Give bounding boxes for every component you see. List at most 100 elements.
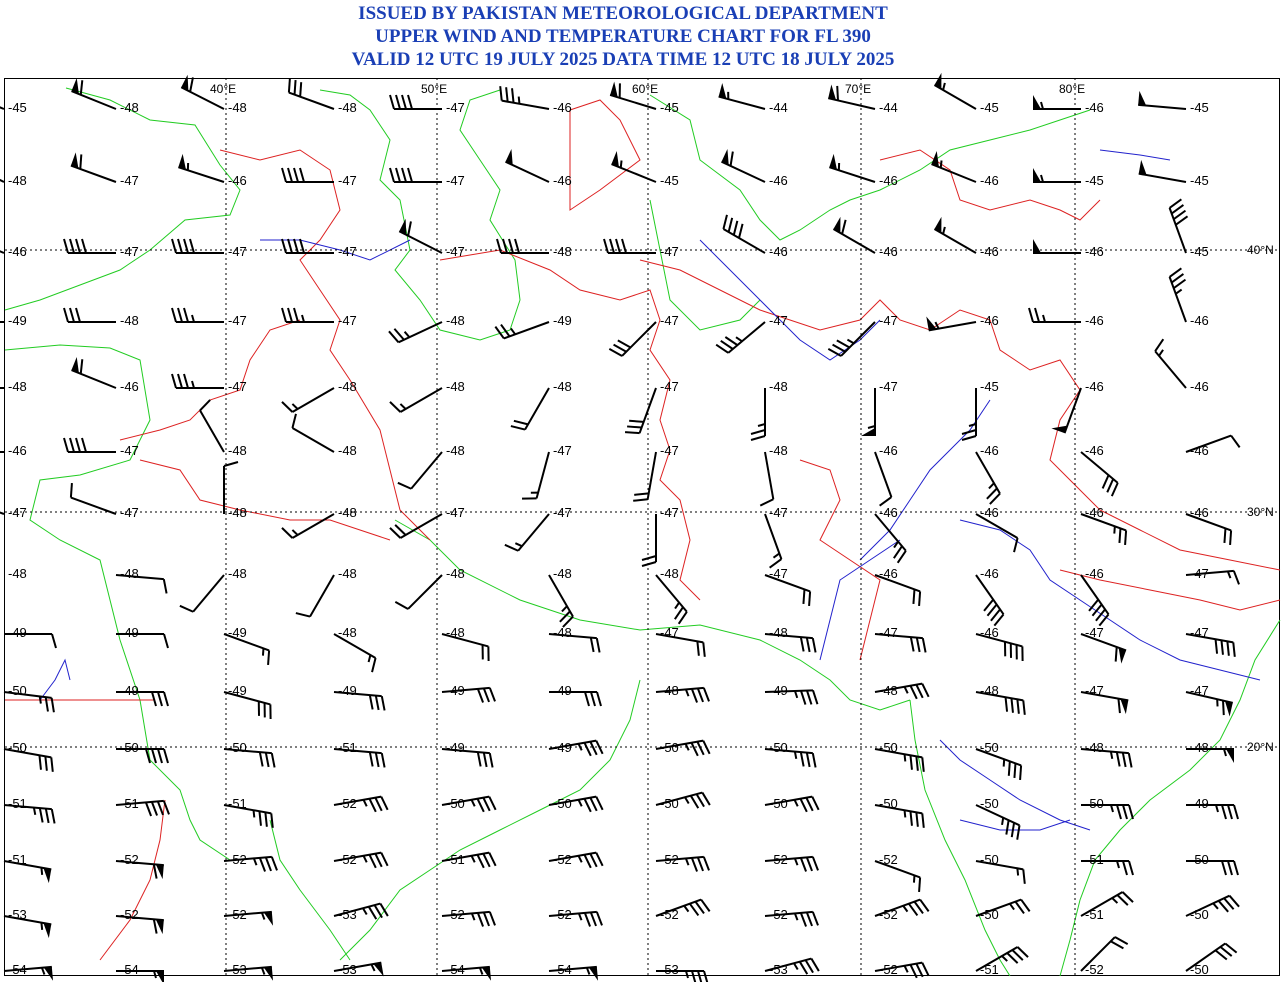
barb-full: [199, 399, 211, 412]
barb-full: [1006, 952, 1019, 964]
station-plot: -48: [180, 74, 247, 115]
border: [799, 459, 881, 661]
temperature-label: -48: [338, 566, 357, 581]
barb-half: [903, 686, 909, 694]
station-plot: -54: [3, 962, 54, 981]
barb-staff: [874, 860, 921, 879]
barb-half: [1109, 751, 1114, 759]
station-plot: -52: [655, 898, 711, 922]
barb-full: [374, 853, 383, 868]
barb-full: [389, 167, 395, 183]
station-plot: -53: [333, 961, 384, 977]
station-plot: -48: [179, 566, 247, 613]
barb-full: [1220, 640, 1224, 655]
station-plot: -46: [1168, 267, 1209, 328]
barb-pennant: [1138, 90, 1147, 106]
barb-full: [150, 801, 159, 816]
barb-full: [281, 167, 287, 183]
barb-staff: [333, 851, 382, 862]
station-plot: -46: [874, 566, 922, 607]
barb-half: [684, 796, 690, 804]
barb-full: [689, 795, 700, 809]
barb-half: [470, 799, 476, 807]
station-plot: -49: [333, 683, 386, 711]
station-plot: -50: [764, 795, 820, 813]
barb-staff: [764, 795, 813, 806]
temperature-label: -47: [120, 505, 139, 520]
barb-full: [380, 852, 389, 867]
barb-full: [50, 808, 56, 824]
barb-full: [702, 642, 706, 657]
barb-full: [1088, 598, 1099, 612]
barb-pennant: [263, 911, 274, 926]
barb-staff: [874, 513, 907, 552]
barb-staff: [192, 574, 225, 613]
barb-full: [163, 748, 169, 764]
station-plot: -52: [441, 907, 496, 927]
station-plot: -51: [3, 852, 52, 884]
river: [959, 519, 1261, 681]
station-plot: -48: [750, 379, 788, 441]
temperature-label: -45: [980, 100, 999, 115]
barb-full: [921, 813, 925, 828]
temperature-label: -50: [1190, 907, 1209, 922]
barb-full: [1221, 860, 1227, 876]
barb-full: [374, 695, 380, 711]
barb-half: [517, 96, 521, 104]
barb-pennant: [861, 428, 875, 436]
barb-full: [1016, 699, 1020, 714]
barb-full: [264, 752, 270, 768]
barb-full: [583, 854, 592, 869]
barb-full: [562, 615, 574, 628]
barb-full: [727, 217, 734, 233]
barb-full: [293, 307, 299, 323]
station-plot: -46: [1033, 95, 1104, 115]
barb-full: [811, 752, 817, 768]
barb-full: [407, 167, 413, 183]
station-plot: -46: [1080, 443, 1119, 497]
barb-staff: [874, 633, 923, 640]
station-plot: -52: [223, 907, 274, 926]
station-plot: -49: [223, 683, 272, 719]
temperature-label: -47: [228, 244, 247, 259]
temperature-label: -47: [446, 244, 465, 259]
barb-full: [152, 919, 158, 934]
barb-staff: [223, 691, 271, 706]
barb-full: [171, 373, 177, 389]
barb-half: [988, 482, 995, 490]
barb-full: [75, 307, 81, 323]
barb-staff: [71, 369, 117, 389]
station-plot: -48: [441, 625, 490, 661]
station-plot: -48: [496, 238, 572, 259]
barb-pennant: [155, 919, 164, 935]
barb-full: [223, 461, 239, 467]
barb-half: [683, 905, 690, 913]
barb-staff: [548, 795, 597, 806]
station-plot: -47: [281, 167, 357, 188]
temperature-label: -48: [769, 379, 788, 394]
barb-staff: [3, 691, 52, 699]
barb-full: [738, 223, 744, 239]
station-plot: -45: [961, 379, 999, 441]
station-plot: -50: [1185, 894, 1240, 922]
station-plot: -46: [0, 443, 27, 458]
barb-full: [1230, 434, 1241, 448]
coastline: [4, 344, 231, 861]
barb-full: [81, 238, 87, 254]
barb-full: [144, 802, 153, 817]
barb-staff: [1185, 513, 1232, 532]
temperature-label: -46: [879, 443, 898, 458]
barb-full: [1028, 307, 1034, 323]
barb-full: [750, 429, 766, 435]
temperature-label: -46: [980, 505, 999, 520]
temperature-label: -50: [8, 683, 27, 698]
temperature-label: -49: [1190, 796, 1209, 811]
station-plot: -54: [116, 962, 164, 982]
station-plot: -50: [1081, 796, 1134, 820]
station-plot: -47: [715, 313, 788, 354]
barb-full: [380, 796, 389, 811]
border: [99, 799, 166, 961]
barb-half: [1212, 902, 1219, 910]
barb-full: [1014, 901, 1025, 915]
barb-full: [189, 77, 194, 92]
